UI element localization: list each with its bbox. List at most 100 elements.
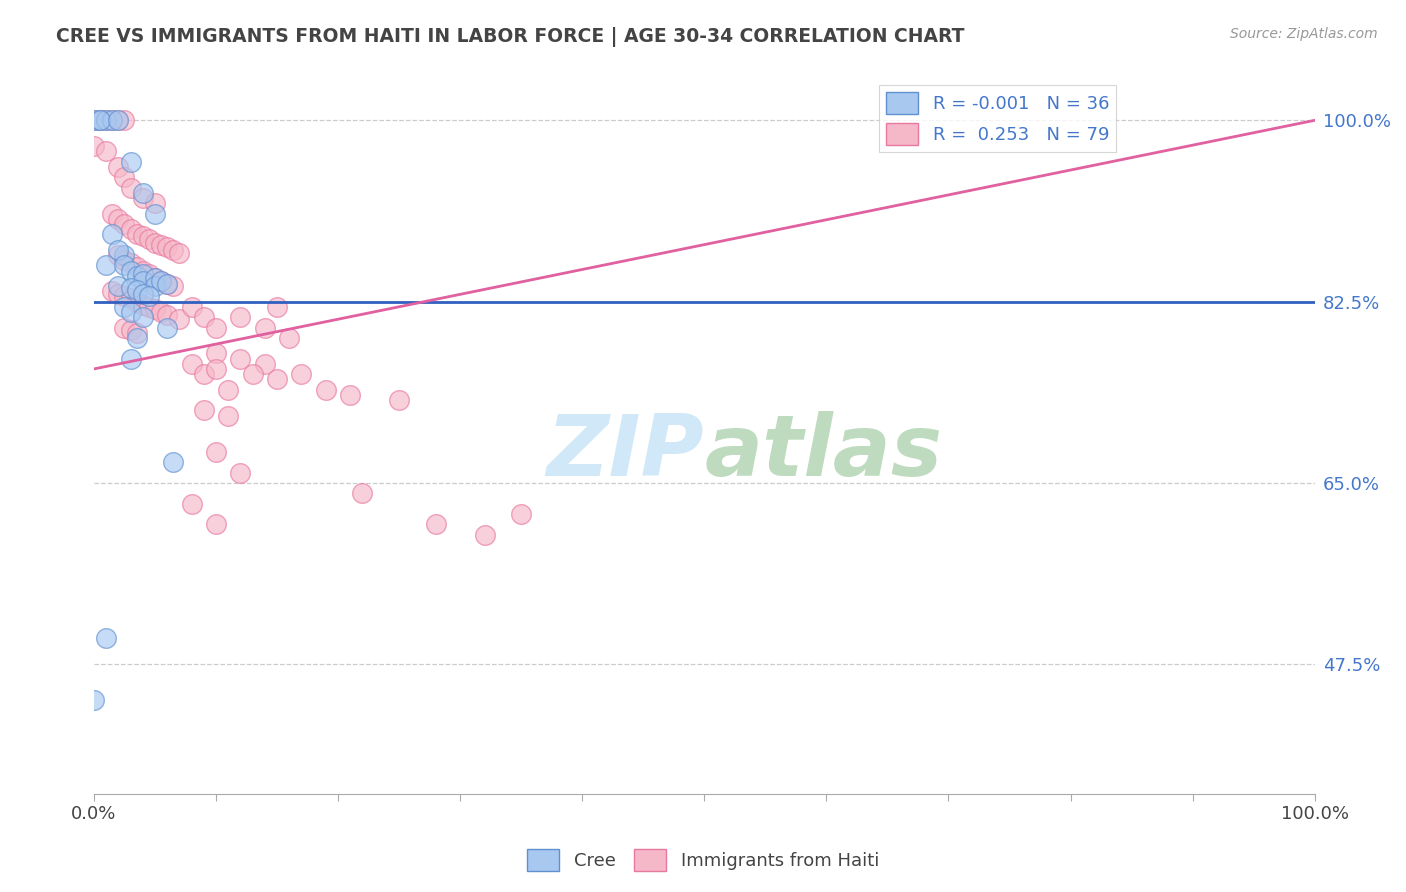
- Point: [150, 274, 173, 288]
- Point: [120, 154, 142, 169]
- Point: [94, 113, 117, 128]
- Point: [150, 237, 173, 252]
- Point: [132, 310, 155, 325]
- Point: [83, 139, 105, 153]
- Point: [120, 292, 142, 306]
- Point: [107, 279, 129, 293]
- Point: [205, 362, 228, 376]
- Point: [114, 289, 136, 303]
- Point: [150, 305, 173, 319]
- Point: [143, 235, 166, 250]
- Point: [107, 248, 129, 262]
- Point: [125, 294, 148, 309]
- Point: [205, 517, 228, 532]
- Point: [132, 274, 155, 288]
- Point: [125, 326, 148, 340]
- Point: [388, 392, 411, 407]
- Point: [125, 331, 148, 345]
- Point: [156, 320, 179, 334]
- Point: [143, 196, 166, 211]
- Point: [315, 383, 337, 397]
- Point: [217, 383, 239, 397]
- Text: atlas: atlas: [704, 411, 942, 494]
- Point: [120, 281, 142, 295]
- Point: [143, 279, 166, 293]
- Point: [193, 367, 215, 381]
- Point: [143, 270, 166, 285]
- Point: [89, 113, 111, 128]
- Point: [114, 248, 136, 262]
- Point: [101, 206, 124, 220]
- Point: [101, 113, 124, 128]
- Point: [101, 285, 124, 299]
- Point: [107, 211, 129, 226]
- Point: [193, 310, 215, 325]
- Point: [169, 246, 191, 260]
- Point: [125, 227, 148, 242]
- Point: [120, 263, 142, 277]
- Point: [278, 331, 301, 345]
- Point: [101, 113, 124, 128]
- Point: [229, 310, 252, 325]
- Point: [156, 240, 179, 254]
- Point: [156, 277, 179, 291]
- Point: [138, 267, 160, 281]
- Point: [125, 283, 148, 297]
- Point: [510, 507, 533, 521]
- Point: [162, 455, 184, 469]
- Point: [94, 632, 117, 646]
- Text: CREE VS IMMIGRANTS FROM HAITI IN LABOR FORCE | AGE 30-34 CORRELATION CHART: CREE VS IMMIGRANTS FROM HAITI IN LABOR F…: [56, 27, 965, 46]
- Point: [205, 320, 228, 334]
- Point: [94, 258, 117, 272]
- Point: [132, 287, 155, 301]
- Point: [114, 258, 136, 272]
- Point: [132, 267, 155, 281]
- Point: [89, 113, 111, 128]
- Point: [156, 277, 179, 291]
- Point: [114, 113, 136, 128]
- Point: [339, 388, 361, 402]
- Point: [193, 403, 215, 417]
- Point: [138, 300, 160, 314]
- Point: [107, 113, 129, 128]
- Point: [138, 232, 160, 246]
- Point: [114, 170, 136, 185]
- Point: [83, 113, 105, 128]
- Point: [107, 243, 129, 257]
- Point: [242, 367, 264, 381]
- Point: [120, 351, 142, 366]
- Point: [229, 351, 252, 366]
- Point: [132, 298, 155, 312]
- Point: [94, 113, 117, 128]
- Point: [162, 279, 184, 293]
- Point: [132, 263, 155, 277]
- Point: [114, 300, 136, 314]
- Point: [266, 372, 288, 386]
- Point: [474, 527, 496, 541]
- Point: [94, 145, 117, 159]
- Point: [114, 253, 136, 268]
- Point: [205, 445, 228, 459]
- Point: [143, 301, 166, 316]
- Point: [125, 268, 148, 283]
- Point: [125, 260, 148, 275]
- Point: [89, 113, 111, 128]
- Point: [132, 191, 155, 205]
- Point: [107, 160, 129, 174]
- Point: [120, 256, 142, 270]
- Point: [180, 497, 202, 511]
- Point: [143, 270, 166, 285]
- Point: [229, 466, 252, 480]
- Point: [132, 186, 155, 200]
- Point: [120, 222, 142, 236]
- Point: [253, 320, 276, 334]
- Point: [290, 367, 312, 381]
- Point: [150, 274, 173, 288]
- Point: [180, 357, 202, 371]
- Point: [162, 243, 184, 257]
- Point: [107, 287, 129, 301]
- Text: Source: ZipAtlas.com: Source: ZipAtlas.com: [1230, 27, 1378, 41]
- Point: [253, 357, 276, 371]
- Legend: R = -0.001   N = 36, R =  0.253   N = 79: R = -0.001 N = 36, R = 0.253 N = 79: [879, 85, 1116, 153]
- Point: [138, 289, 160, 303]
